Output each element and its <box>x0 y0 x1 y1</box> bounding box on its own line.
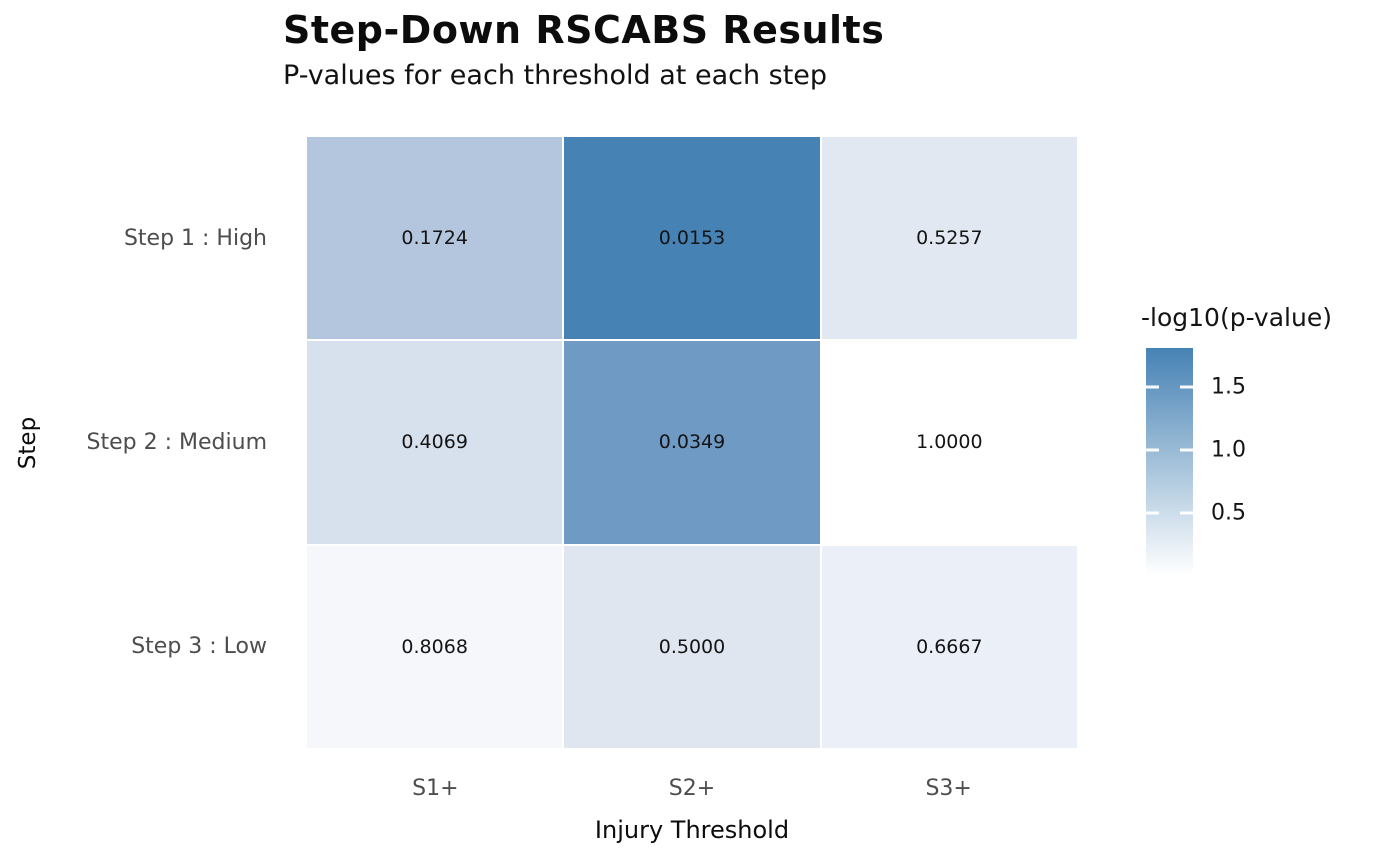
y-tick-label: Step 2 : Medium <box>86 430 267 455</box>
colorbar <box>1146 348 1193 575</box>
cell-value-label: 0.0153 <box>658 227 726 250</box>
cell-value-label: 0.0349 <box>658 431 726 454</box>
cell-value-label: 0.8068 <box>401 635 468 658</box>
heatmap-grid: 0.1724 0.0153 0.5257 0.4069 0.0349 1.0000 0.80… <box>307 137 1077 748</box>
colorbar-tick-mark <box>1180 448 1193 452</box>
heatmap-cell-r2c1: 0.4069 <box>307 341 563 544</box>
colorbar-title: -log10(p-value) <box>1141 303 1332 332</box>
colorbar-tick-mark <box>1146 511 1159 515</box>
cell-value-label: 0.5000 <box>658 635 726 658</box>
cell-value-label: 0.6667 <box>916 635 983 658</box>
colorbar-gradient <box>1146 348 1193 575</box>
cell-value-label: 0.1724 <box>401 227 468 250</box>
colorbar-tick-mark <box>1146 448 1159 452</box>
y-axis-title: Step <box>15 416 41 470</box>
y-tick-label: Step 1 : High <box>123 226 267 252</box>
cell-value-label: 0.5257 <box>916 227 983 250</box>
cell-value-label: 1.0000 <box>916 431 983 454</box>
chart-title: Step-Down RSCABS Results <box>283 8 885 52</box>
heatmap-cell-r2c3: 1.0000 <box>821 341 1077 544</box>
heatmap-cell-r3c2: 0.5000 <box>564 545 820 748</box>
colorbar-tick-mark <box>1146 385 1159 389</box>
chart-subtitle: P-values for each threshold at each step <box>283 60 828 91</box>
colorbar-tick-label: 0.5 <box>1211 500 1246 526</box>
x-tick-label: S1+ <box>412 776 459 801</box>
heatmap-cell-r2c2: 0.0349 <box>564 341 820 544</box>
heatmap-cell-r3c1: 0.8068 <box>307 545 563 748</box>
heatmap-cell-r1c3: 0.5257 <box>821 137 1077 340</box>
colorbar-tick-mark <box>1180 511 1193 515</box>
heatmap-cell-r3c3: 0.6667 <box>821 545 1077 748</box>
colorbar-tick-mark <box>1180 385 1193 389</box>
x-tick-label: S2+ <box>668 776 716 801</box>
heatmap-cell-r1c1: 0.1724 <box>307 137 563 340</box>
cell-value-label: 0.4069 <box>401 431 468 454</box>
x-axis-tick-labels: S1+ S2+ S3+ <box>307 776 1077 801</box>
y-tick-label: Step 3 : Low <box>131 633 267 659</box>
heatmap-cell-r1c2: 0.0153 <box>564 137 820 340</box>
x-tick-label: S3+ <box>925 776 972 801</box>
colorbar-tick-label: 1.5 <box>1211 374 1246 400</box>
x-axis-title: Injury Threshold <box>594 816 790 844</box>
y-axis-tick-labels: Step 1 : High Step 2 : Medium Step 3 : Low <box>30 137 267 748</box>
colorbar-tick-label: 1.0 <box>1211 437 1246 463</box>
colorbar-tick-labels: 1.5 1.0 0.5 <box>1211 348 1291 575</box>
